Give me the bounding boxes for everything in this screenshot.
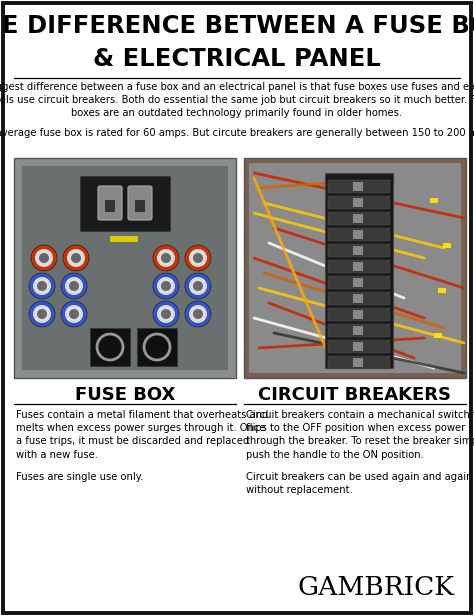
FancyBboxPatch shape bbox=[128, 186, 152, 220]
Bar bbox=[353, 358, 363, 367]
Bar bbox=[80, 176, 170, 231]
Circle shape bbox=[157, 277, 175, 295]
Text: Circuit breakers can be used again and again
without replacement.: Circuit breakers can be used again and a… bbox=[246, 472, 473, 495]
Circle shape bbox=[29, 273, 55, 299]
Circle shape bbox=[29, 301, 55, 327]
Bar bbox=[328, 180, 390, 193]
Circle shape bbox=[157, 305, 175, 323]
Circle shape bbox=[185, 245, 211, 271]
Bar bbox=[328, 308, 390, 321]
Circle shape bbox=[153, 301, 179, 327]
Circle shape bbox=[193, 309, 203, 319]
Circle shape bbox=[71, 253, 81, 263]
Bar bbox=[353, 278, 363, 287]
Circle shape bbox=[189, 305, 207, 323]
Bar bbox=[328, 340, 390, 353]
Bar bbox=[328, 260, 390, 273]
Bar bbox=[137, 328, 177, 366]
Text: THE DIFFERENCE BETWEEN A FUSE BOX: THE DIFFERENCE BETWEEN A FUSE BOX bbox=[0, 14, 474, 38]
Circle shape bbox=[185, 301, 211, 327]
Circle shape bbox=[65, 277, 83, 295]
Bar bbox=[353, 294, 363, 303]
Bar bbox=[353, 182, 363, 191]
Circle shape bbox=[35, 249, 53, 267]
Circle shape bbox=[189, 249, 207, 267]
Circle shape bbox=[161, 281, 171, 291]
Text: Fuses are single use only.: Fuses are single use only. bbox=[16, 472, 144, 482]
Bar bbox=[328, 276, 390, 289]
Bar bbox=[244, 158, 466, 378]
Circle shape bbox=[193, 281, 203, 291]
Text: FUSE BOX: FUSE BOX bbox=[75, 386, 175, 404]
Bar bbox=[353, 214, 363, 223]
Circle shape bbox=[157, 249, 175, 267]
FancyBboxPatch shape bbox=[98, 186, 122, 220]
Circle shape bbox=[69, 281, 79, 291]
Bar bbox=[249, 163, 461, 373]
Bar bbox=[353, 246, 363, 255]
Circle shape bbox=[67, 249, 85, 267]
Text: Fuses contain a metal filament that overheats and
melts when excess power surges: Fuses contain a metal filament that over… bbox=[16, 410, 268, 460]
Bar bbox=[328, 244, 390, 257]
Bar bbox=[328, 292, 390, 305]
Bar bbox=[328, 324, 390, 337]
Circle shape bbox=[193, 253, 203, 263]
Bar bbox=[328, 228, 390, 241]
Circle shape bbox=[153, 245, 179, 271]
Bar bbox=[22, 166, 228, 370]
Bar bbox=[325, 173, 393, 368]
Circle shape bbox=[61, 273, 87, 299]
Text: The average fuse box is rated for 60 amps. But circute breakers are generally be: The average fuse box is rated for 60 amp… bbox=[0, 128, 474, 138]
Circle shape bbox=[65, 305, 83, 323]
Bar bbox=[328, 212, 390, 225]
Bar bbox=[430, 198, 438, 203]
Bar bbox=[90, 328, 130, 366]
Circle shape bbox=[189, 277, 207, 295]
Bar bbox=[353, 230, 363, 239]
Text: & ELECTRICAL PANEL: & ELECTRICAL PANEL bbox=[93, 47, 381, 71]
Text: CIRCUIT BREAKERS: CIRCUIT BREAKERS bbox=[258, 386, 452, 404]
Circle shape bbox=[153, 273, 179, 299]
Circle shape bbox=[33, 305, 51, 323]
Circle shape bbox=[31, 245, 57, 271]
Bar bbox=[353, 342, 363, 351]
Circle shape bbox=[61, 301, 87, 327]
Circle shape bbox=[33, 277, 51, 295]
Bar bbox=[443, 243, 451, 248]
Circle shape bbox=[69, 309, 79, 319]
Circle shape bbox=[161, 253, 171, 263]
Bar bbox=[110, 236, 138, 242]
Circle shape bbox=[37, 309, 47, 319]
Bar bbox=[353, 310, 363, 319]
Bar bbox=[353, 262, 363, 271]
Circle shape bbox=[39, 253, 49, 263]
Bar bbox=[434, 333, 442, 338]
Bar bbox=[135, 200, 145, 212]
Text: GAMBRICK: GAMBRICK bbox=[298, 575, 455, 600]
Bar bbox=[438, 288, 446, 293]
Bar bbox=[105, 200, 115, 212]
Bar bbox=[353, 198, 363, 207]
Bar bbox=[14, 158, 236, 378]
Bar bbox=[353, 326, 363, 335]
Circle shape bbox=[161, 309, 171, 319]
Circle shape bbox=[63, 245, 89, 271]
Circle shape bbox=[37, 281, 47, 291]
Text: The biggest difference between a fuse box and an electrical panel is that fuse b: The biggest difference between a fuse bo… bbox=[0, 82, 474, 118]
Bar bbox=[328, 356, 390, 369]
Bar bbox=[328, 196, 390, 209]
Circle shape bbox=[185, 273, 211, 299]
Text: Circuit breakers contain a mechanical switch that
flips to the OFF position when: Circuit breakers contain a mechanical sw… bbox=[246, 410, 474, 460]
